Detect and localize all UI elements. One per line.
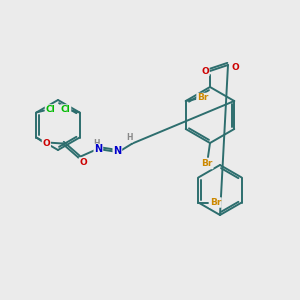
Text: N: N <box>113 146 122 157</box>
Text: O: O <box>43 139 50 148</box>
Text: O: O <box>201 67 209 76</box>
Text: O: O <box>80 158 87 167</box>
Text: O: O <box>231 62 239 71</box>
Text: N: N <box>94 145 102 154</box>
Text: H: H <box>93 139 100 148</box>
Text: Br: Br <box>197 94 208 103</box>
Text: Cl: Cl <box>46 105 55 114</box>
Text: Br: Br <box>210 198 221 207</box>
Text: Cl: Cl <box>61 105 70 114</box>
Text: Br: Br <box>201 160 213 169</box>
Text: H: H <box>126 133 133 142</box>
